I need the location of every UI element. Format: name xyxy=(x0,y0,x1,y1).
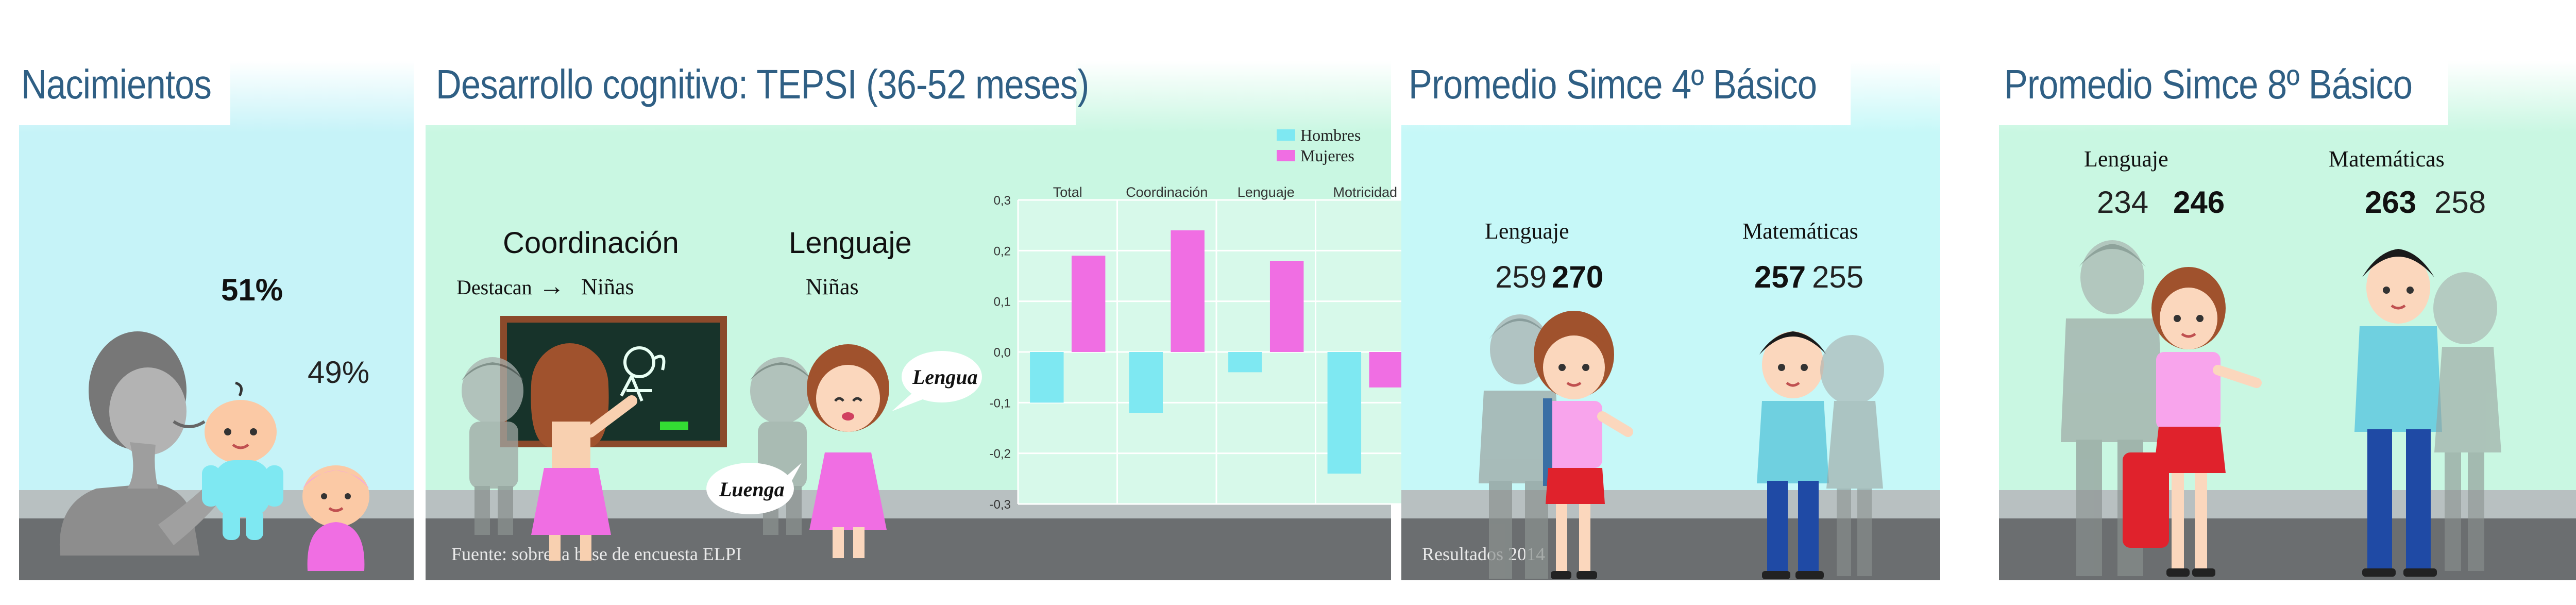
math-score-boys: 263 xyxy=(2365,185,2417,220)
bar-mujeres xyxy=(1369,352,1403,388)
grey-teen-boy-figure xyxy=(2061,240,2164,576)
tepsi-bar-chart: 0,3 0,2 0,1 0,0 -0,1 -0,2 -0,3 Total Coordinació… xyxy=(990,184,1416,512)
panel-title: Promedio Simce 8º Básico xyxy=(2004,61,2413,107)
coordination-heading: Coordinación xyxy=(503,226,679,260)
legend-item-hombres: Hombres xyxy=(1277,125,1361,145)
baby-girl xyxy=(302,465,369,571)
bar-hombres xyxy=(1030,352,1064,403)
y-tick-label: -0,1 xyxy=(990,396,1011,410)
panel-title: Promedio Simce 4º Básico xyxy=(1409,61,1817,107)
destacan-label: Destacan xyxy=(456,276,532,299)
mother-babies-illustration xyxy=(59,331,369,571)
title-box xyxy=(19,56,230,125)
title-box xyxy=(1999,56,2448,125)
bubble-text-girl: Lengua xyxy=(912,365,978,389)
girl-at-board xyxy=(531,343,637,561)
math-score-girls: 258 xyxy=(2434,185,2486,220)
source-footer: Fuente: sobre la base de encuesta ELPI xyxy=(451,544,742,564)
category-label: Total xyxy=(1053,184,1082,200)
bar-mujeres xyxy=(1071,256,1106,352)
panel-title: Desarrollo cognitivo: TEPSI (36-52 meses… xyxy=(436,61,1089,107)
language-heading: Lenguaje xyxy=(789,226,912,260)
legend-label-hombres: Hombres xyxy=(1300,125,1361,144)
grey-girl-figure xyxy=(1820,335,1884,576)
bubble-text-boy: Luenga xyxy=(719,478,785,501)
bar-hombres xyxy=(1327,352,1362,474)
panel-tepsi: Desarrollo cognitivo: TEPSI (36-52 meses… xyxy=(426,56,1416,580)
legend-swatch-mujeres xyxy=(1277,150,1295,161)
language-score-girls: 246 xyxy=(2173,185,2225,220)
coordination-value: Niñas xyxy=(581,274,634,299)
boys-percentage: 51% xyxy=(221,273,283,307)
bar-mujeres xyxy=(1269,261,1304,352)
category-label: Coordinación xyxy=(1126,184,1208,200)
title-box xyxy=(1401,56,1851,125)
girl-figure xyxy=(1534,311,1633,579)
results-footer: Resultados 2014 xyxy=(1422,544,1545,564)
y-tick-label: 0,1 xyxy=(994,295,1011,309)
legend-swatch-hombres xyxy=(1277,129,1295,141)
language-label: Lenguaje xyxy=(1485,219,1569,244)
girls-percentage: 49% xyxy=(308,355,370,390)
bar-mujeres xyxy=(1171,230,1205,352)
panel-simce4: Promedio Simce 4º Básico Resultados 2014… xyxy=(1401,56,1940,580)
panel-title: Nacimientos xyxy=(21,61,212,107)
math-label: Matemáticas xyxy=(1742,219,1858,244)
teen-girl-figure xyxy=(2123,267,2262,577)
speech-bubble-boy xyxy=(706,463,794,514)
y-tick-label: 0,3 xyxy=(994,194,1011,208)
boy-figure xyxy=(1757,331,1829,579)
panel-simce8: Promedio Simce 8º Básico Lenguaje 234 24… xyxy=(1999,56,2576,580)
tepsi-chart-legend: Hombres Mujeres xyxy=(1277,125,1361,166)
title-box xyxy=(426,56,1076,125)
legend-item-mujeres: Mujeres xyxy=(1277,145,1361,166)
baby-boy xyxy=(202,381,283,540)
students-illustration xyxy=(1479,311,1884,579)
y-tick-label: 0,0 xyxy=(994,346,1011,360)
boy-figure-left xyxy=(462,357,523,535)
arrow-icon: → xyxy=(539,272,565,300)
language-value: Niñas xyxy=(806,274,859,299)
y-tick-label: -0,3 xyxy=(990,498,1011,512)
chalk-drawing xyxy=(620,346,666,402)
classroom-illustration xyxy=(462,316,982,561)
math-score-boys: 257 xyxy=(1754,260,1806,294)
legend-label-mujeres: Mujeres xyxy=(1300,146,1354,165)
grey-boy-figure xyxy=(1479,314,1561,579)
girl-talking xyxy=(807,344,889,558)
grey-teen-girl-figure xyxy=(2433,272,2501,571)
panel-births: Nacimientos xyxy=(19,56,414,580)
category-label: Motricidad xyxy=(1333,184,1397,200)
language-score-boys: 234 xyxy=(2097,185,2149,220)
y-tick-label: 0,2 xyxy=(994,244,1011,258)
teen-boy-figure xyxy=(2354,249,2442,577)
math-score-girls: 255 xyxy=(1812,260,1864,294)
bar-hombres xyxy=(1228,352,1262,373)
language-score-boys: 259 xyxy=(1495,260,1547,294)
language-label: Lenguaje xyxy=(2084,146,2168,172)
math-label: Matemáticas xyxy=(2329,146,2445,172)
language-score-girls: 270 xyxy=(1552,260,1604,294)
category-label: Lenguaje xyxy=(1238,184,1295,200)
speech-bubble-girl xyxy=(902,351,982,402)
teen-students-illustration xyxy=(2061,240,2501,577)
bar-hombres xyxy=(1129,352,1163,413)
y-tick-label: -0,2 xyxy=(990,447,1011,461)
